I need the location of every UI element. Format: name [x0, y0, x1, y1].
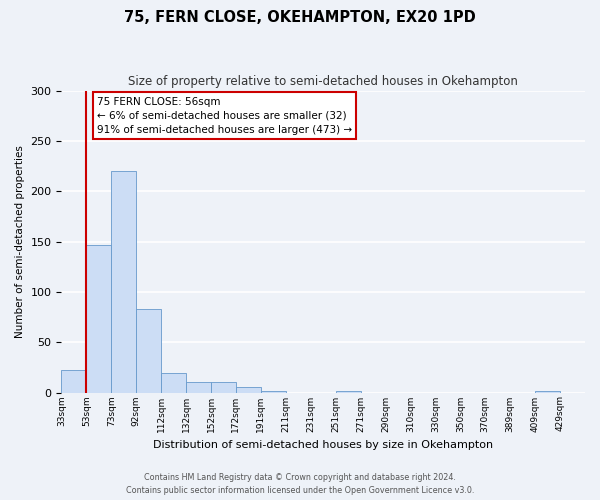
Text: Contains HM Land Registry data © Crown copyright and database right 2024.
Contai: Contains HM Land Registry data © Crown c… [126, 474, 474, 495]
Title: Size of property relative to semi-detached houses in Okehampton: Size of property relative to semi-detach… [128, 75, 518, 88]
Bar [335, 390, 361, 392]
Bar [161, 374, 186, 392]
Bar [236, 388, 261, 392]
Bar [111, 171, 136, 392]
Y-axis label: Number of semi-detached properties: Number of semi-detached properties [15, 145, 25, 338]
Bar [211, 382, 236, 392]
Bar [261, 390, 286, 392]
Bar [61, 370, 86, 392]
Text: 75 FERN CLOSE: 56sqm
← 6% of semi-detached houses are smaller (32)
91% of semi-d: 75 FERN CLOSE: 56sqm ← 6% of semi-detach… [97, 96, 352, 134]
X-axis label: Distribution of semi-detached houses by size in Okehampton: Distribution of semi-detached houses by … [153, 440, 493, 450]
Bar [136, 309, 161, 392]
Text: 75, FERN CLOSE, OKEHAMPTON, EX20 1PD: 75, FERN CLOSE, OKEHAMPTON, EX20 1PD [124, 10, 476, 25]
Bar [535, 390, 560, 392]
Bar [86, 244, 111, 392]
Bar [186, 382, 211, 392]
